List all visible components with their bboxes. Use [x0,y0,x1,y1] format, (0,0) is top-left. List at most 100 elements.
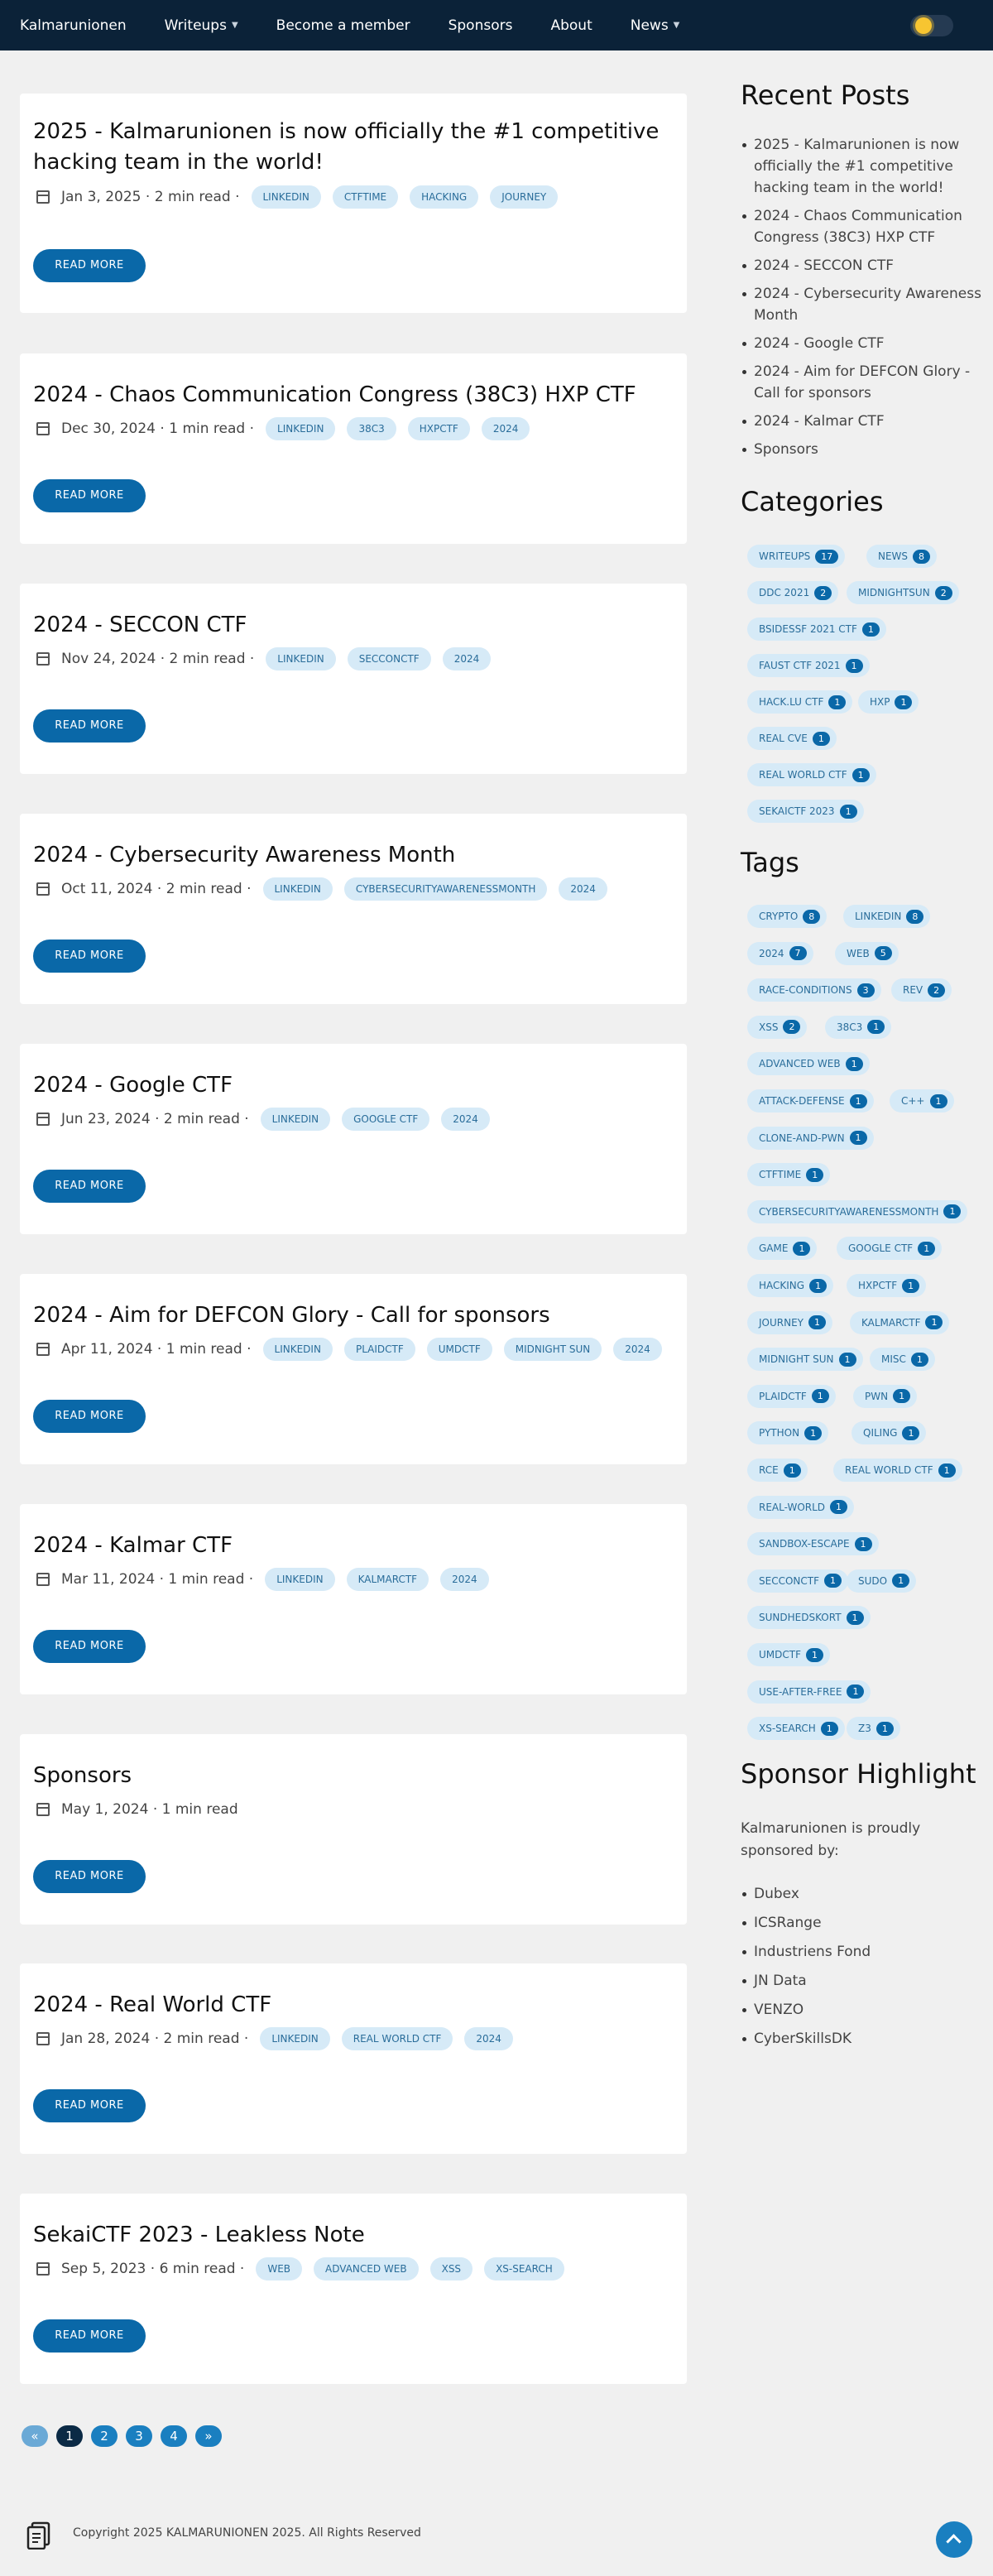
post-tag[interactable]: 2024 [442,647,492,670]
post-title[interactable]: 2024 - Google CTF [33,1073,233,1098]
post-tag[interactable]: REAL WORLD CTF [341,2027,453,2050]
recent-post-link[interactable]: 2024 - Aim for DEFCON Glory - Call for s… [741,361,993,404]
post-title[interactable]: 2024 - Kalmar CTF [33,1533,233,1558]
tag-chip[interactable]: REAL-WORLD 1 [747,1495,855,1519]
tag-chip[interactable]: REV 2 [891,978,952,1002]
nav-about[interactable]: About [550,17,592,34]
nav-sponsors[interactable]: Sponsors [448,17,513,34]
post-tag[interactable]: GOOGLE CTF [342,1108,430,1131]
pagination-page[interactable]: 4 [161,2425,187,2447]
recent-post-link[interactable]: 2024 - Cybersecurity Awareness Month [741,283,993,326]
post-tag[interactable]: LINKEDIN [265,1568,335,1591]
category-chip[interactable]: FAUST CTF 2021 1 [747,654,870,677]
tag-chip[interactable]: MISC 1 [870,1348,935,1372]
category-chip[interactable]: MIDNIGHTSUN 2 [847,581,959,604]
post-tag[interactable]: HACKING [410,185,479,209]
tag-chip[interactable]: CYBERSECURITYAWARENESSMONTH 1 [747,1199,968,1223]
post-title[interactable]: 2024 - Chaos Communication Congress (38C… [33,382,636,407]
category-chip[interactable]: HXP 1 [858,690,919,714]
post-tag[interactable]: MIDNIGHT SUN [503,1338,602,1361]
post-tag[interactable]: LINKEDIN [251,185,321,209]
tag-chip[interactable]: ATTACK-DEFENSE 1 [747,1089,874,1113]
read-more-button[interactable]: READ MORE [33,709,146,743]
tag-chip[interactable]: KALMARCTF 1 [850,1310,950,1334]
read-more-button[interactable]: READ MORE [33,2089,146,2122]
post-tag[interactable]: KALMARCTF [346,1568,429,1591]
tag-chip[interactable]: JOURNEY 1 [747,1310,832,1334]
category-chip[interactable]: NEWS 8 [866,545,938,568]
read-more-button[interactable]: READ MORE [33,2319,146,2353]
tag-chip[interactable]: RACE-CONDITIONS 3 [747,978,881,1002]
tag-chip[interactable]: CRYPTO 8 [747,905,828,928]
tag-chip[interactable]: PWN 1 [853,1384,918,1408]
recent-post-link[interactable]: 2024 - Chaos Communication Congress (38C… [741,205,993,248]
category-chip[interactable]: WRITEUPS 17 [747,545,846,568]
read-more-button[interactable]: READ MORE [33,1860,146,1893]
category-chip[interactable]: REAL CVE 1 [747,727,837,750]
tag-chip[interactable]: HXPCTF 1 [847,1274,927,1297]
read-more-button[interactable]: READ MORE [33,1400,146,1433]
post-tag[interactable]: 2024 [613,1338,662,1361]
tag-chip[interactable]: USE-AFTER-FREE 1 [747,1680,871,1704]
post-title[interactable]: Sponsors [33,1763,132,1788]
post-tag[interactable]: LINKEDIN [262,1338,333,1361]
tag-chip[interactable]: QILING 1 [851,1421,927,1445]
brand-link[interactable]: Kalmarunionen [20,17,127,34]
post-title[interactable]: 2024 - Aim for DEFCON Glory - Call for s… [33,1303,550,1328]
post-title[interactable]: 2024 - SECCON CTF [33,613,247,637]
read-more-button[interactable]: READ MORE [33,1170,146,1203]
nav-become-member[interactable]: Become a member [276,17,410,34]
read-more-button[interactable]: READ MORE [33,940,146,973]
tag-chip[interactable]: GOOGLE CTF 1 [837,1237,943,1261]
arrow-up-icon[interactable] [936,2521,972,2558]
tag-chip[interactable]: CTFTIME 1 [747,1163,831,1187]
tag-chip[interactable]: GAME 1 [747,1237,818,1261]
post-tag[interactable]: 2024 [464,2027,513,2050]
post-title[interactable]: 2024 - Real World CTF [33,1992,272,2017]
pagination-prev[interactable]: « [22,2425,48,2447]
post-tag[interactable]: LINKEDIN [262,877,333,901]
post-tag[interactable]: CTFTIME [332,185,399,209]
tag-chip[interactable]: UMDCTF 1 [747,1643,830,1666]
post-title[interactable]: 2024 - Cybersecurity Awareness Month [33,843,456,867]
tag-chip[interactable]: REAL WORLD CTF 1 [833,1459,962,1482]
tag-chip[interactable]: XSS 2 [747,1015,808,1039]
nav-writeups[interactable]: Writeups ▼ [165,17,238,34]
read-more-button[interactable]: READ MORE [33,249,146,282]
tag-chip[interactable]: XS-SEARCH 1 [747,1717,845,1741]
nav-news[interactable]: News ▼ [631,17,680,34]
post-tag[interactable]: SECCONCTF [347,647,431,670]
post-tag[interactable]: CYBERSECURITYAWARENESSMONTH [343,877,548,901]
post-tag[interactable]: XSS [429,2257,473,2280]
tag-chip[interactable]: PLAIDCTF 1 [747,1384,836,1408]
post-tag[interactable]: 2024 [481,417,530,440]
recent-post-link[interactable]: 2024 - SECCON CTF [741,255,993,276]
post-tag[interactable]: JOURNEY [490,185,559,209]
tag-chip[interactable]: SECCONCTF 1 [747,1569,848,1593]
recent-post-link[interactable]: 2024 - Kalmar CTF [741,411,993,432]
post-tag[interactable]: LINKEDIN [266,417,336,440]
category-chip[interactable]: DDC 2021 2 [747,581,839,604]
post-title[interactable]: SekaiCTF 2023 - Leakless Note [33,2223,365,2247]
tag-chip[interactable]: LINKEDIN 8 [843,905,931,928]
tag-chip[interactable]: WEB 5 [835,941,899,965]
tag-chip[interactable]: CLONE-AND-PWN 1 [747,1126,874,1150]
post-tag[interactable]: LINKEDIN [266,647,336,670]
pagination-page[interactable]: 1 [56,2425,83,2447]
post-tag[interactable]: HXPCTF [407,417,470,440]
tag-chip[interactable]: C++ 1 [890,1089,954,1113]
tag-chip[interactable]: 38C3 1 [825,1015,892,1039]
tag-chip[interactable]: MIDNIGHT SUN 1 [747,1348,863,1372]
post-tag[interactable]: LINKEDIN [260,2027,330,2050]
pagination-page[interactable]: 2 [91,2425,118,2447]
tag-chip[interactable]: Z3 1 [847,1717,900,1741]
category-chip[interactable]: REAL WORLD CTF 1 [747,763,876,786]
post-tag[interactable]: 38C3 [347,417,396,440]
tag-chip[interactable]: RCE 1 [747,1459,808,1482]
category-chip[interactable]: SEKAICTF 2023 1 [747,800,864,823]
post-tag[interactable]: PLAIDCTF [343,1338,415,1361]
read-more-button[interactable]: READ MORE [33,1630,146,1663]
pagination-page[interactable]: 3 [126,2425,152,2447]
tag-chip[interactable]: PYTHON 1 [747,1421,829,1445]
read-more-button[interactable]: READ MORE [33,479,146,512]
